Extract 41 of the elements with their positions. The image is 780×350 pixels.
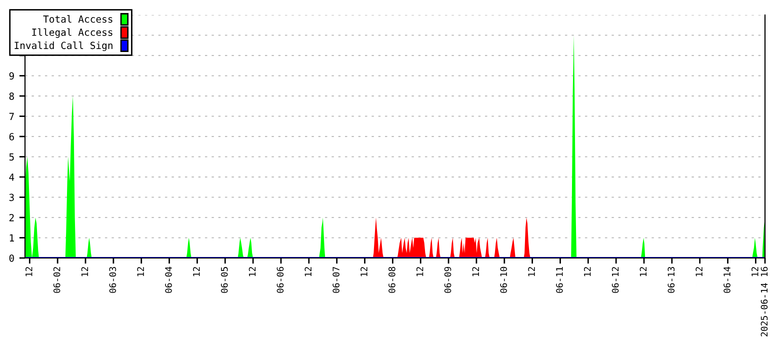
y-tick-label: 2	[9, 214, 14, 222]
y-tick-label: 7	[9, 112, 14, 120]
x-tick-label: 12	[360, 267, 368, 276]
x-tick-label: 12	[752, 267, 758, 276]
x-tick-label: 06-09	[444, 266, 452, 293]
x-tick-label: 12	[25, 267, 32, 276]
legend-label: Illegal Access	[32, 28, 112, 38]
y-tick-label: 4	[9, 174, 14, 181]
y-tick-label: 9	[9, 72, 14, 80]
y-tick-label: 8	[9, 92, 14, 100]
x-tick-label: 06-06	[276, 266, 284, 293]
x-tick-label: 06-03	[109, 267, 116, 293]
x-tick-label: 06-07	[332, 267, 340, 293]
x-tick-label: 12	[81, 267, 88, 276]
x-tick-label: 06-11	[556, 266, 563, 293]
x-tick-label: 12	[528, 267, 535, 276]
x-tick-label: 06-13	[668, 267, 675, 293]
x-tick-label: 06-02	[53, 267, 60, 293]
x-tick-label: 12	[640, 267, 647, 276]
legend-label: Invalid Call Sign	[14, 42, 112, 52]
x-tick-label: 12	[137, 267, 144, 276]
y-tick-label: 6	[9, 133, 14, 140]
x-tick-label: 12	[304, 267, 312, 276]
y-tick-label: 3	[9, 194, 14, 202]
x-tick-label: 12	[696, 267, 702, 276]
y-tick-label: 0	[9, 254, 14, 262]
x-tick-label: 12	[416, 267, 424, 276]
y-tick-label: 1	[10, 234, 14, 242]
x-tick-label: 06-12	[612, 267, 619, 293]
x-tick-label: 06-10	[500, 266, 508, 293]
x-tick-label: 06-05	[220, 267, 228, 293]
x-tick-label: 06-04	[165, 266, 172, 293]
legend-label: Total Access	[43, 15, 112, 23]
x-tick-label: 12	[248, 267, 256, 276]
y-tick-label: 5	[9, 153, 14, 161]
x-tick-label: 06-14	[724, 266, 730, 293]
x-tick-label: 12	[193, 267, 200, 276]
x-tick-label: 06-08	[388, 266, 396, 293]
x-tick-label: 2025-06-14 16	[760, 266, 768, 336]
x-tick-label: 12	[472, 267, 479, 276]
x-tick-label: 12	[584, 267, 591, 276]
